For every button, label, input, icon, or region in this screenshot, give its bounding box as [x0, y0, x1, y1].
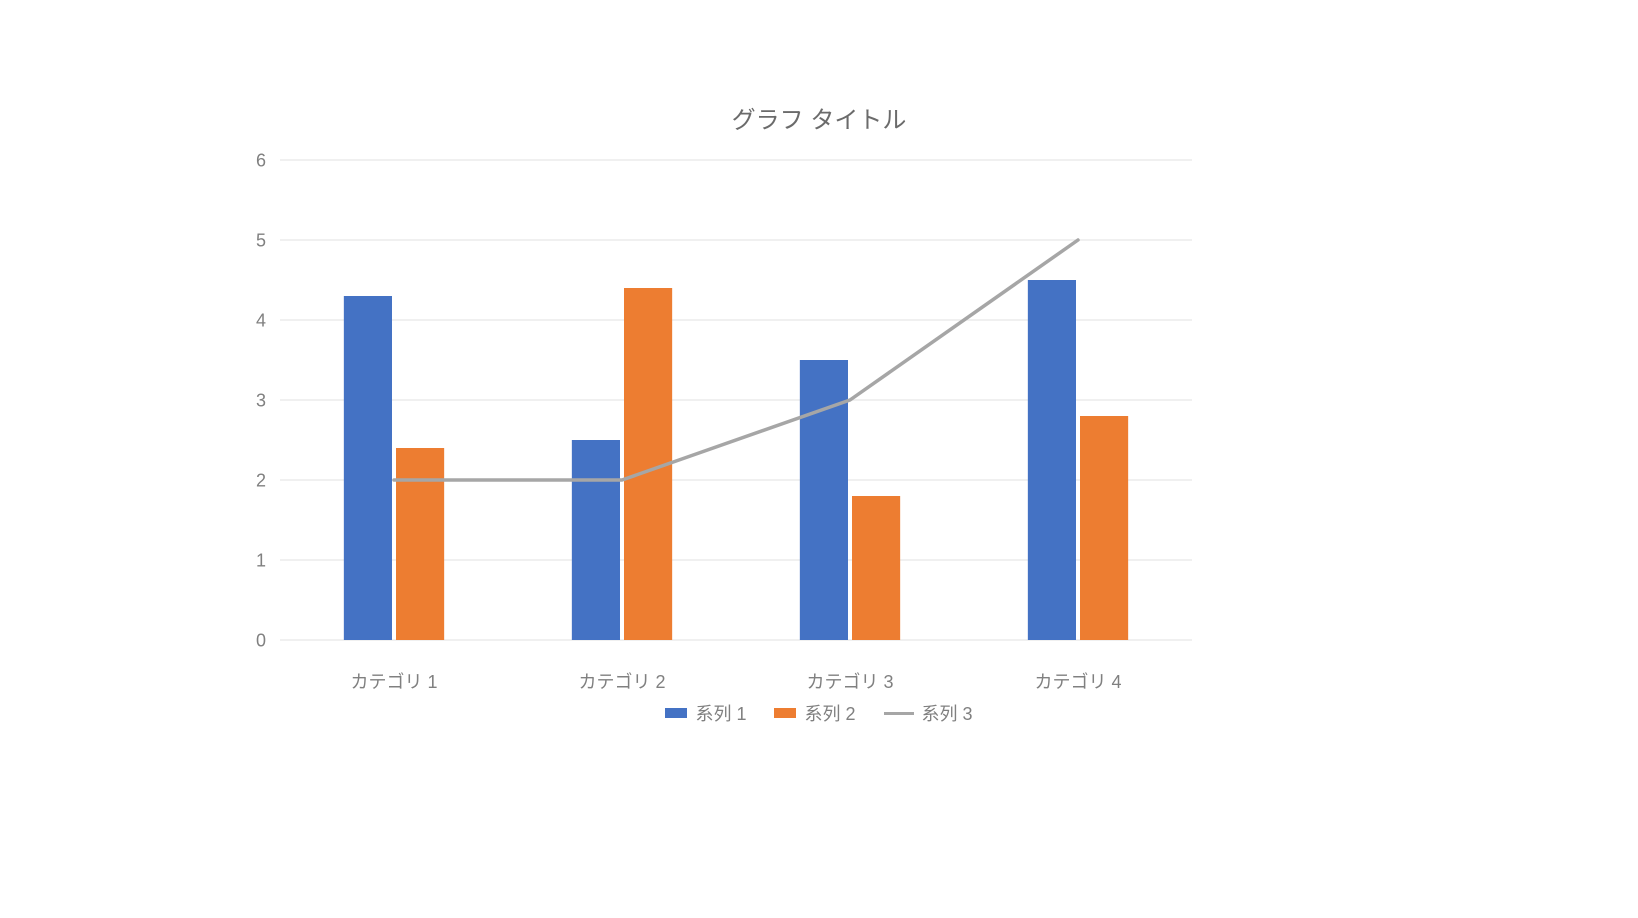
- y-tick-label: 2: [256, 470, 266, 490]
- legend-swatch-line-icon: [884, 712, 914, 715]
- legend-swatch-bar-icon: [665, 708, 687, 718]
- category-label: カテゴリ 4: [1034, 668, 1121, 694]
- bar: [344, 296, 392, 640]
- bar: [1028, 280, 1076, 640]
- bar: [852, 496, 900, 640]
- y-tick-label: 0: [256, 630, 266, 650]
- bar: [1080, 416, 1128, 640]
- bar: [396, 448, 444, 640]
- y-tick-label: 3: [256, 390, 266, 410]
- y-tick-label: 5: [256, 230, 266, 250]
- y-tick-label: 4: [256, 310, 266, 330]
- combo-chart: グラフ タイトル 0 1 2 3 4 5 6 カテゴリ 1 カテゴリ 2 カテゴリ 3 カテゴリ …: [0, 0, 1638, 918]
- legend-label: 系列 3: [922, 700, 973, 726]
- y-tick-label: 1: [256, 550, 266, 570]
- chart-title: グラフ タイトル: [0, 100, 1638, 135]
- legend-item: 系列 1: [665, 700, 746, 726]
- category-label: カテゴリ 1: [350, 668, 437, 694]
- line-series: [394, 240, 1078, 480]
- y-tick-label: 6: [256, 150, 266, 170]
- legend-item: 系列 3: [884, 700, 973, 726]
- legend-item: 系列 2: [774, 700, 855, 726]
- legend-label: 系列 1: [695, 700, 746, 726]
- chart-legend: 系列 1 系列 2 系列 3: [0, 700, 1638, 726]
- category-label: カテゴリ 2: [578, 668, 665, 694]
- chart-plot-area: 0 1 2 3 4 5 6: [0, 0, 1638, 918]
- legend-label: 系列 2: [804, 700, 855, 726]
- legend-swatch-bar-icon: [774, 708, 796, 718]
- category-label: カテゴリ 3: [806, 668, 893, 694]
- bar: [572, 440, 620, 640]
